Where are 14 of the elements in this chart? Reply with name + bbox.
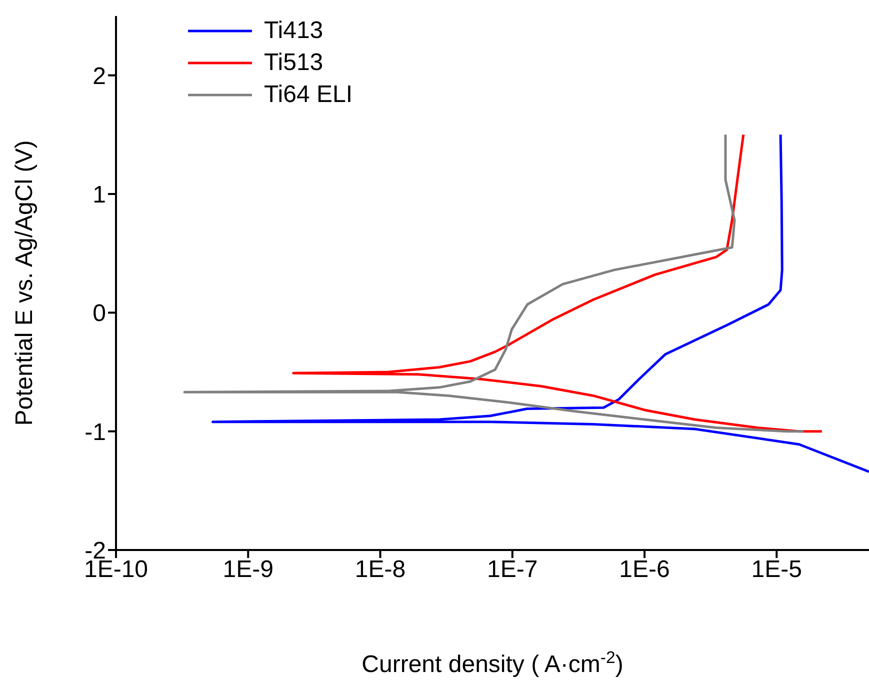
legend-label: Ti413	[264, 17, 324, 45]
legend-label: Ti64 ELI	[264, 81, 352, 109]
y-tick-label: 0	[92, 300, 106, 328]
y-tick-label: -1	[84, 418, 106, 446]
x-tick-label: 1E-8	[354, 556, 406, 584]
x-tick-label: 1E-7	[487, 556, 538, 584]
x-axis-title: Current density ( A·cm$^{-2}$)	[362, 648, 624, 678]
y-tick-label: 2	[92, 62, 106, 90]
legend-label: Ti513	[264, 49, 324, 77]
x-tick-label: 1E-5	[751, 556, 802, 584]
x-tick-label: 1E-9	[222, 556, 274, 584]
x-tick-label: 1E-6	[619, 556, 670, 584]
y-tick-label: 1	[92, 182, 106, 209]
y-axis-title: Potential E vs. Ag/AgCl (V)	[11, 140, 38, 426]
